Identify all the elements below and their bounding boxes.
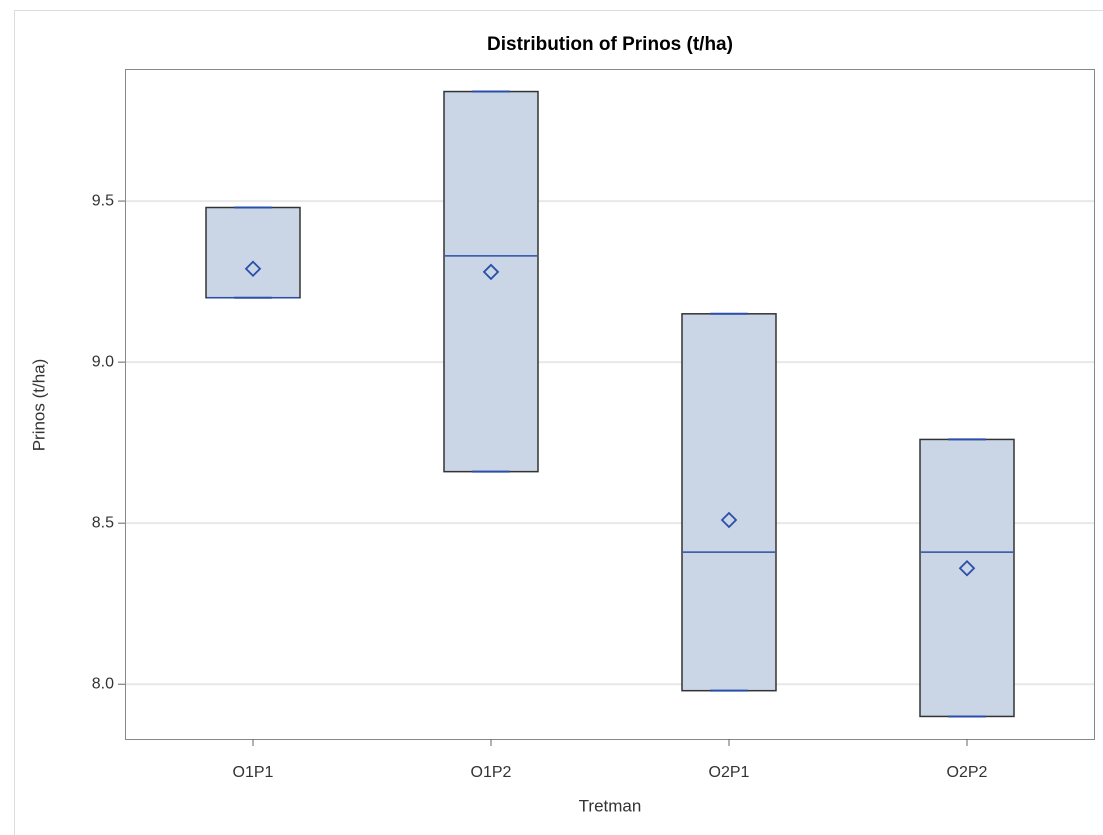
mean-marker [482, 263, 500, 281]
box [681, 313, 777, 692]
box [443, 90, 539, 473]
mean-marker [244, 260, 262, 277]
x-tick-label: O1P1 [233, 764, 274, 781]
x-tick-label: O2P2 [947, 764, 988, 781]
box [205, 206, 301, 299]
mean-marker [720, 511, 738, 529]
y-tick-label: 8.5 [92, 514, 114, 531]
y-tick-label: 9.5 [92, 192, 114, 209]
x-tick-label: O1P2 [471, 764, 512, 781]
y-tick-label: 8.0 [92, 675, 114, 692]
x-tick-label: O2P1 [709, 764, 750, 781]
frame [14, 10, 1103, 835]
box [919, 438, 1015, 718]
y-axis-label: Prinos (t/ha) [29, 359, 48, 452]
plot-area [125, 69, 1095, 740]
mean-marker [958, 560, 976, 577]
x-axis-label: Tretman [579, 796, 642, 815]
chart-title: Distribution of Prinos (t/ha) [487, 34, 733, 55]
y-tick-label: 9.0 [92, 353, 114, 370]
